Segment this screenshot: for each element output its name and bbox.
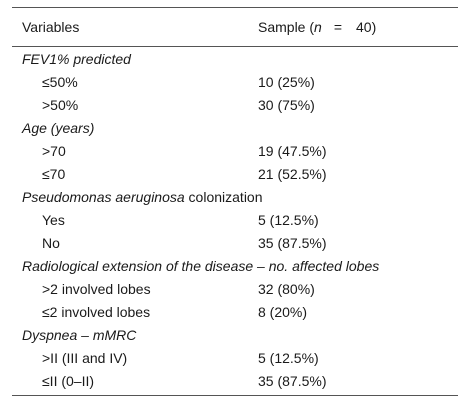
table-row: ≤II (0–II) 35 (87.5%) xyxy=(12,370,458,393)
section-age: Age (years) xyxy=(12,117,458,140)
section-title: Pseudomonas aeruginosa colonization xyxy=(22,186,263,209)
table-row: >2 involved lobes 32 (80%) xyxy=(12,278,458,301)
table-header-row: Variables Sample (n = 40) xyxy=(12,8,458,46)
row-label: Yes xyxy=(42,212,65,228)
row-label: ≤50% xyxy=(42,74,78,90)
row-value: 21 (52.5%) xyxy=(258,166,327,182)
row-value: 30 (75%) xyxy=(258,97,315,113)
row-value: 32 (80%) xyxy=(258,281,315,297)
section-title: Dyspnea – mMRC xyxy=(22,327,137,343)
row-value: 19 (47.5%) xyxy=(258,143,327,159)
row-value: 8 (20%) xyxy=(258,304,308,320)
section-title-italic: Pseudomonas aeruginosa xyxy=(22,189,185,205)
section-radiological: Radiological extension of the disease – … xyxy=(12,255,458,278)
table-row: No 35 (87.5%) xyxy=(12,232,458,255)
table-row: ≤70 21 (52.5%) xyxy=(12,163,458,186)
row-label: ≤70 xyxy=(42,166,66,182)
row-label: ≤II (0–II) xyxy=(42,373,95,389)
table-top-rule xyxy=(12,7,458,8)
row-value: 10 (25%) xyxy=(258,74,315,90)
table-header-rule xyxy=(12,46,458,47)
header-sample-eq: = xyxy=(333,19,343,35)
header-sample-n: n xyxy=(314,19,322,35)
section-title: Age (years) xyxy=(22,120,95,136)
table-row: >70 19 (47.5%) xyxy=(12,140,458,163)
section-dyspnea: Dyspnea – mMRC xyxy=(12,324,458,347)
variables-table: Variables Sample (n = 40) FEV1% predicted … xyxy=(12,7,458,396)
row-value: 5 (12.5%) xyxy=(258,212,319,228)
table-row: >II (III and IV) 5 (12.5%) xyxy=(12,347,458,370)
table-row: Yes 5 (12.5%) xyxy=(12,209,458,232)
header-variables: Variables xyxy=(22,19,80,35)
section-pseudomonas: Pseudomonas aeruginosa colonization xyxy=(12,186,458,209)
table-row: >50% 30 (75%) xyxy=(12,94,458,117)
row-value: 35 (87.5%) xyxy=(258,235,327,251)
table-body: FEV1% predicted ≤50% 10 (25%) >50% 30 (7… xyxy=(12,47,458,395)
header-sample-value: 40) xyxy=(356,19,377,35)
section-title: Radiological extension of the disease – … xyxy=(22,258,380,274)
table-row: ≤50% 10 (25%) xyxy=(12,71,458,94)
section-fev1: FEV1% predicted xyxy=(12,48,458,71)
header-sample-prefix: Sample ( xyxy=(258,19,315,35)
row-label: >II (III and IV) xyxy=(42,350,128,366)
table-bottom-rule xyxy=(12,395,458,396)
header-sample: Sample (n = 40) xyxy=(258,8,376,46)
row-label: >70 xyxy=(42,143,66,159)
section-title: FEV1% predicted xyxy=(22,51,131,67)
table-row: ≤2 involved lobes 8 (20%) xyxy=(12,301,458,324)
row-value: 35 (87.5%) xyxy=(258,373,327,389)
section-title-suffix: colonization xyxy=(184,189,263,205)
row-label: >2 involved lobes xyxy=(42,281,151,297)
row-label: ≤2 involved lobes xyxy=(42,304,151,320)
row-label: >50% xyxy=(42,97,79,113)
row-label: No xyxy=(42,235,60,251)
row-value: 5 (12.5%) xyxy=(258,350,319,366)
